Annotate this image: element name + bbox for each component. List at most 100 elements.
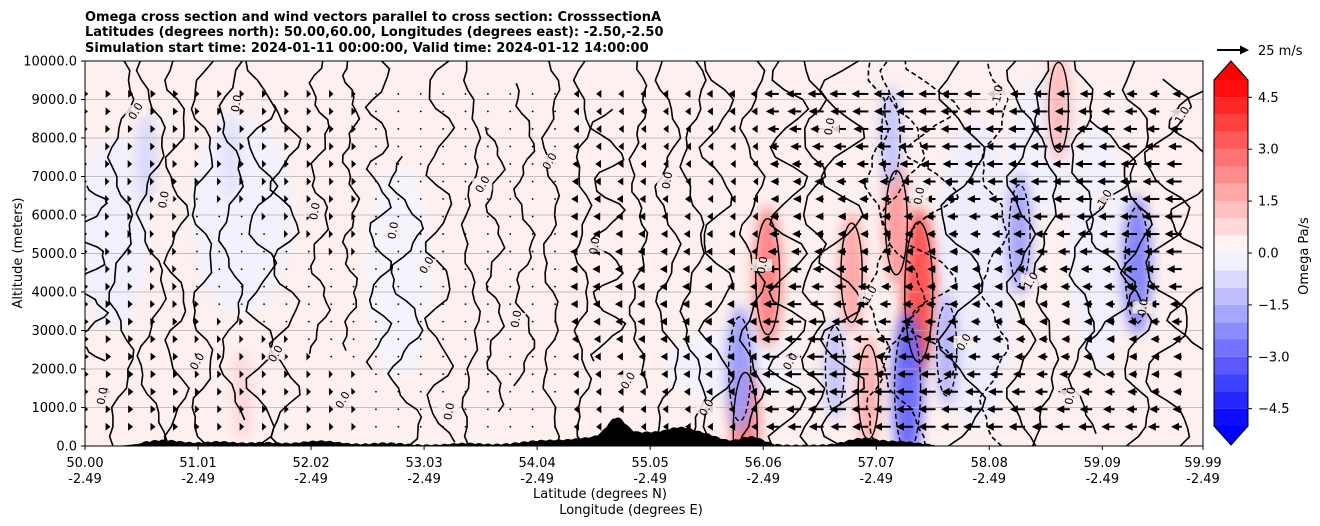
wind-vector (105, 422, 111, 431)
wind-vector (218, 268, 221, 270)
wind-vector (663, 422, 669, 431)
wind-vector (217, 124, 222, 133)
wind-vector (531, 198, 534, 200)
wind-vector (767, 247, 779, 256)
wind-vector (442, 355, 445, 358)
wind-vector (705, 370, 713, 379)
wind-vector (240, 285, 243, 288)
wind-vector (486, 285, 489, 288)
wind-vector (685, 142, 691, 151)
wind-vector (351, 212, 356, 221)
wind-vector (963, 142, 981, 151)
wind-vector (1056, 230, 1070, 239)
wind-vector (328, 387, 334, 396)
wind-vector (397, 93, 400, 95)
wind-vector (330, 268, 333, 270)
wind-vector (812, 265, 824, 274)
wind-vector (261, 177, 267, 186)
wind-vector (1033, 405, 1048, 414)
wind-vector (464, 128, 467, 130)
wind-vector (880, 282, 891, 291)
wind-vector (172, 177, 177, 186)
wind-vector (150, 422, 156, 431)
colorbar-segment (1214, 183, 1248, 202)
wind-vector (830, 335, 847, 344)
wind-vector (919, 370, 936, 379)
wind-vector (105, 142, 110, 151)
wind-vector (486, 320, 489, 323)
wind-vector (787, 107, 802, 116)
colorbar-segment (1214, 408, 1248, 426)
wind-vector (853, 335, 869, 344)
wind-vector (1038, 282, 1048, 291)
contour-loop-9 (1008, 183, 1031, 285)
wind-vector (194, 370, 200, 379)
wind-vector (217, 335, 222, 344)
wind-vector (306, 387, 311, 396)
wind-vector (640, 422, 647, 431)
wind-vector (128, 352, 134, 361)
wind-vector (683, 370, 690, 379)
wind-vector (442, 233, 445, 235)
colorbar-segment (1214, 114, 1248, 132)
contour-line-10 (364, 61, 393, 371)
wind-vector (941, 142, 958, 151)
wind-vector (1100, 247, 1115, 256)
wind-vector (1103, 282, 1115, 291)
wind-vector (261, 212, 266, 221)
wind-vector (196, 285, 198, 288)
wind-vector (833, 142, 847, 151)
wind-vector (730, 142, 736, 151)
wind-vector (854, 142, 869, 151)
y-axis-title: Altitude (meters) (11, 198, 26, 309)
x-tick-label-lat: 59.99 (1184, 456, 1221, 471)
contour-label: 0.0 (660, 171, 676, 190)
wind-vector (1143, 247, 1160, 256)
wind-vector (685, 159, 691, 168)
wind-vector (1080, 265, 1093, 274)
wind-vector (970, 317, 981, 326)
contour-label-bg (780, 355, 801, 368)
wind-vector (942, 159, 958, 168)
wind-vector (704, 282, 712, 291)
wind-vector (856, 300, 869, 309)
wind-vector (1079, 247, 1093, 256)
colorbar-segment (1214, 339, 1248, 357)
x-tick-label-lon: -2.49 (520, 472, 554, 487)
wind-vector (442, 268, 445, 270)
wind-vector (729, 230, 736, 239)
wind-vector (127, 300, 133, 309)
contour-label-bg (696, 401, 717, 414)
wind-vector (726, 317, 735, 326)
wind-vector (618, 422, 624, 431)
wind-vector (873, 370, 891, 379)
wind-vector (375, 355, 377, 358)
contour-loop-3 (840, 222, 863, 324)
wind-vector (792, 212, 802, 221)
wind-vector (595, 387, 602, 396)
wind-vector (660, 230, 668, 239)
colorbar-segment (1214, 287, 1248, 305)
colorbar-segment (1214, 97, 1248, 115)
wind-vector (1173, 370, 1182, 379)
wind-vector (596, 422, 602, 431)
wind-vector (573, 89, 579, 98)
wind-vector (128, 422, 134, 431)
contour-line-37 (1143, 78, 1193, 446)
wind-vector (834, 282, 847, 291)
contour-label-bg (186, 355, 207, 368)
wind-vector (1031, 422, 1048, 431)
wind-vector (918, 387, 936, 396)
colorbar-tick-label: −3.0 (1258, 350, 1290, 365)
wind-vector (329, 142, 334, 151)
wind-vector (1165, 247, 1182, 256)
wind-vector (1036, 247, 1048, 256)
wind-vector (329, 159, 334, 168)
wind-vector (554, 93, 556, 95)
wind-vector (239, 352, 244, 361)
wind-vector (1054, 212, 1070, 221)
wind-vector (1059, 265, 1070, 274)
x-tick-label-lat: 57.07 (858, 456, 895, 471)
wind-vector (963, 89, 981, 98)
x-tick-label-lat: 53.03 (405, 456, 442, 471)
